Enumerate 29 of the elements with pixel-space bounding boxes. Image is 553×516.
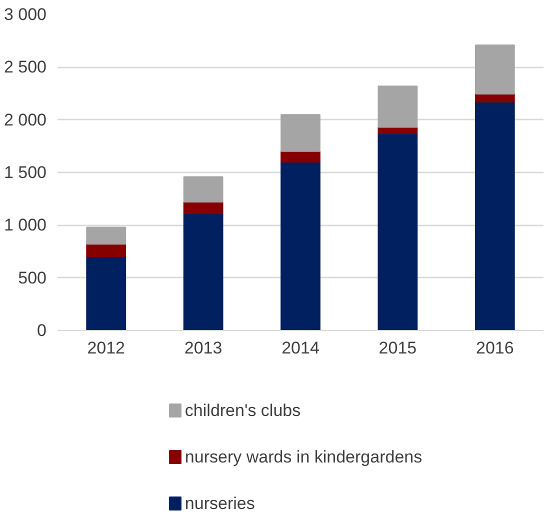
y-tick-label: 500 (18, 268, 47, 288)
bar (280, 161, 320, 330)
bar (474, 94, 515, 102)
legend-label: nurseries (184, 494, 255, 513)
x-tick-label: 2013 (184, 338, 222, 358)
y-tick-label: 3 000 (4, 5, 47, 24)
x-tick-label: 2012 (87, 338, 126, 358)
bar (86, 226, 126, 245)
bar (474, 44, 515, 95)
bar (378, 133, 418, 330)
bar (86, 256, 126, 330)
y-tick-label: 0 (37, 321, 47, 340)
bar (280, 150, 320, 162)
y-tick-label: 2 000 (4, 110, 47, 130)
bar (474, 101, 515, 330)
bar (280, 114, 320, 152)
y-tick-label: 1 000 (4, 216, 47, 235)
bar (183, 201, 224, 214)
bar (378, 86, 418, 128)
y-tick-label: 2 500 (4, 58, 47, 77)
x-tick-label: 2016 (476, 338, 514, 358)
x-tick-label: 2015 (378, 338, 417, 358)
legend-label: nursery wards in kindergardens (184, 448, 422, 466)
bar (183, 213, 224, 330)
bar (86, 244, 126, 258)
x-tick-label: 2014 (282, 338, 320, 358)
bar (183, 176, 224, 202)
legend-label: children's clubs (184, 401, 301, 420)
y-tick-label: 1 500 (4, 163, 47, 182)
